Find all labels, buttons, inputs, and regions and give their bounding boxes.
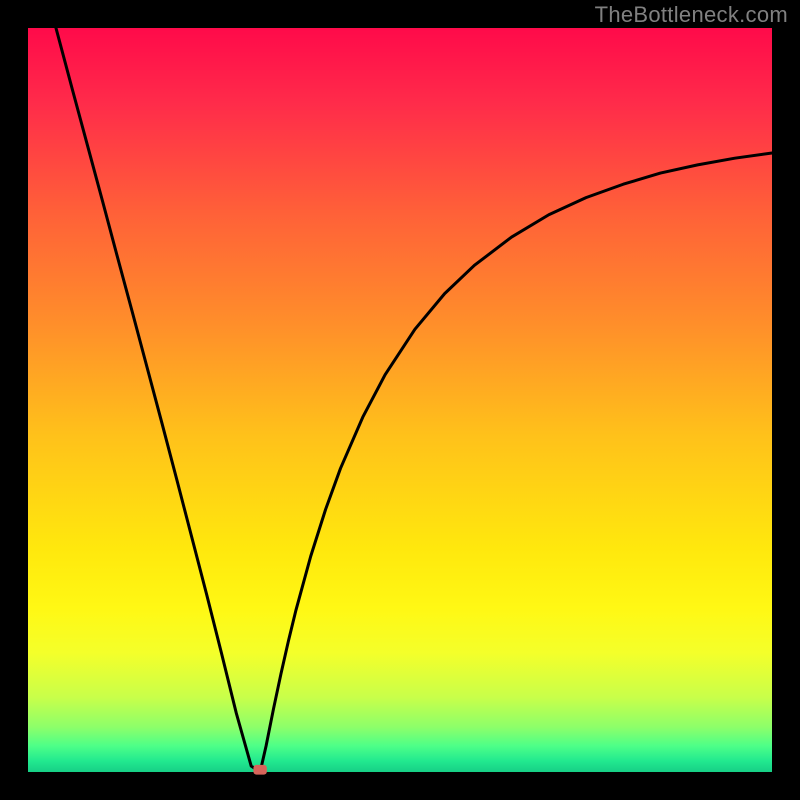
chart-background [28, 28, 772, 772]
chart-container: TheBottleneck.com [0, 0, 800, 800]
optimum-marker [253, 765, 266, 775]
bottleneck-chart [0, 0, 800, 800]
watermark-text: TheBottleneck.com [595, 2, 788, 28]
